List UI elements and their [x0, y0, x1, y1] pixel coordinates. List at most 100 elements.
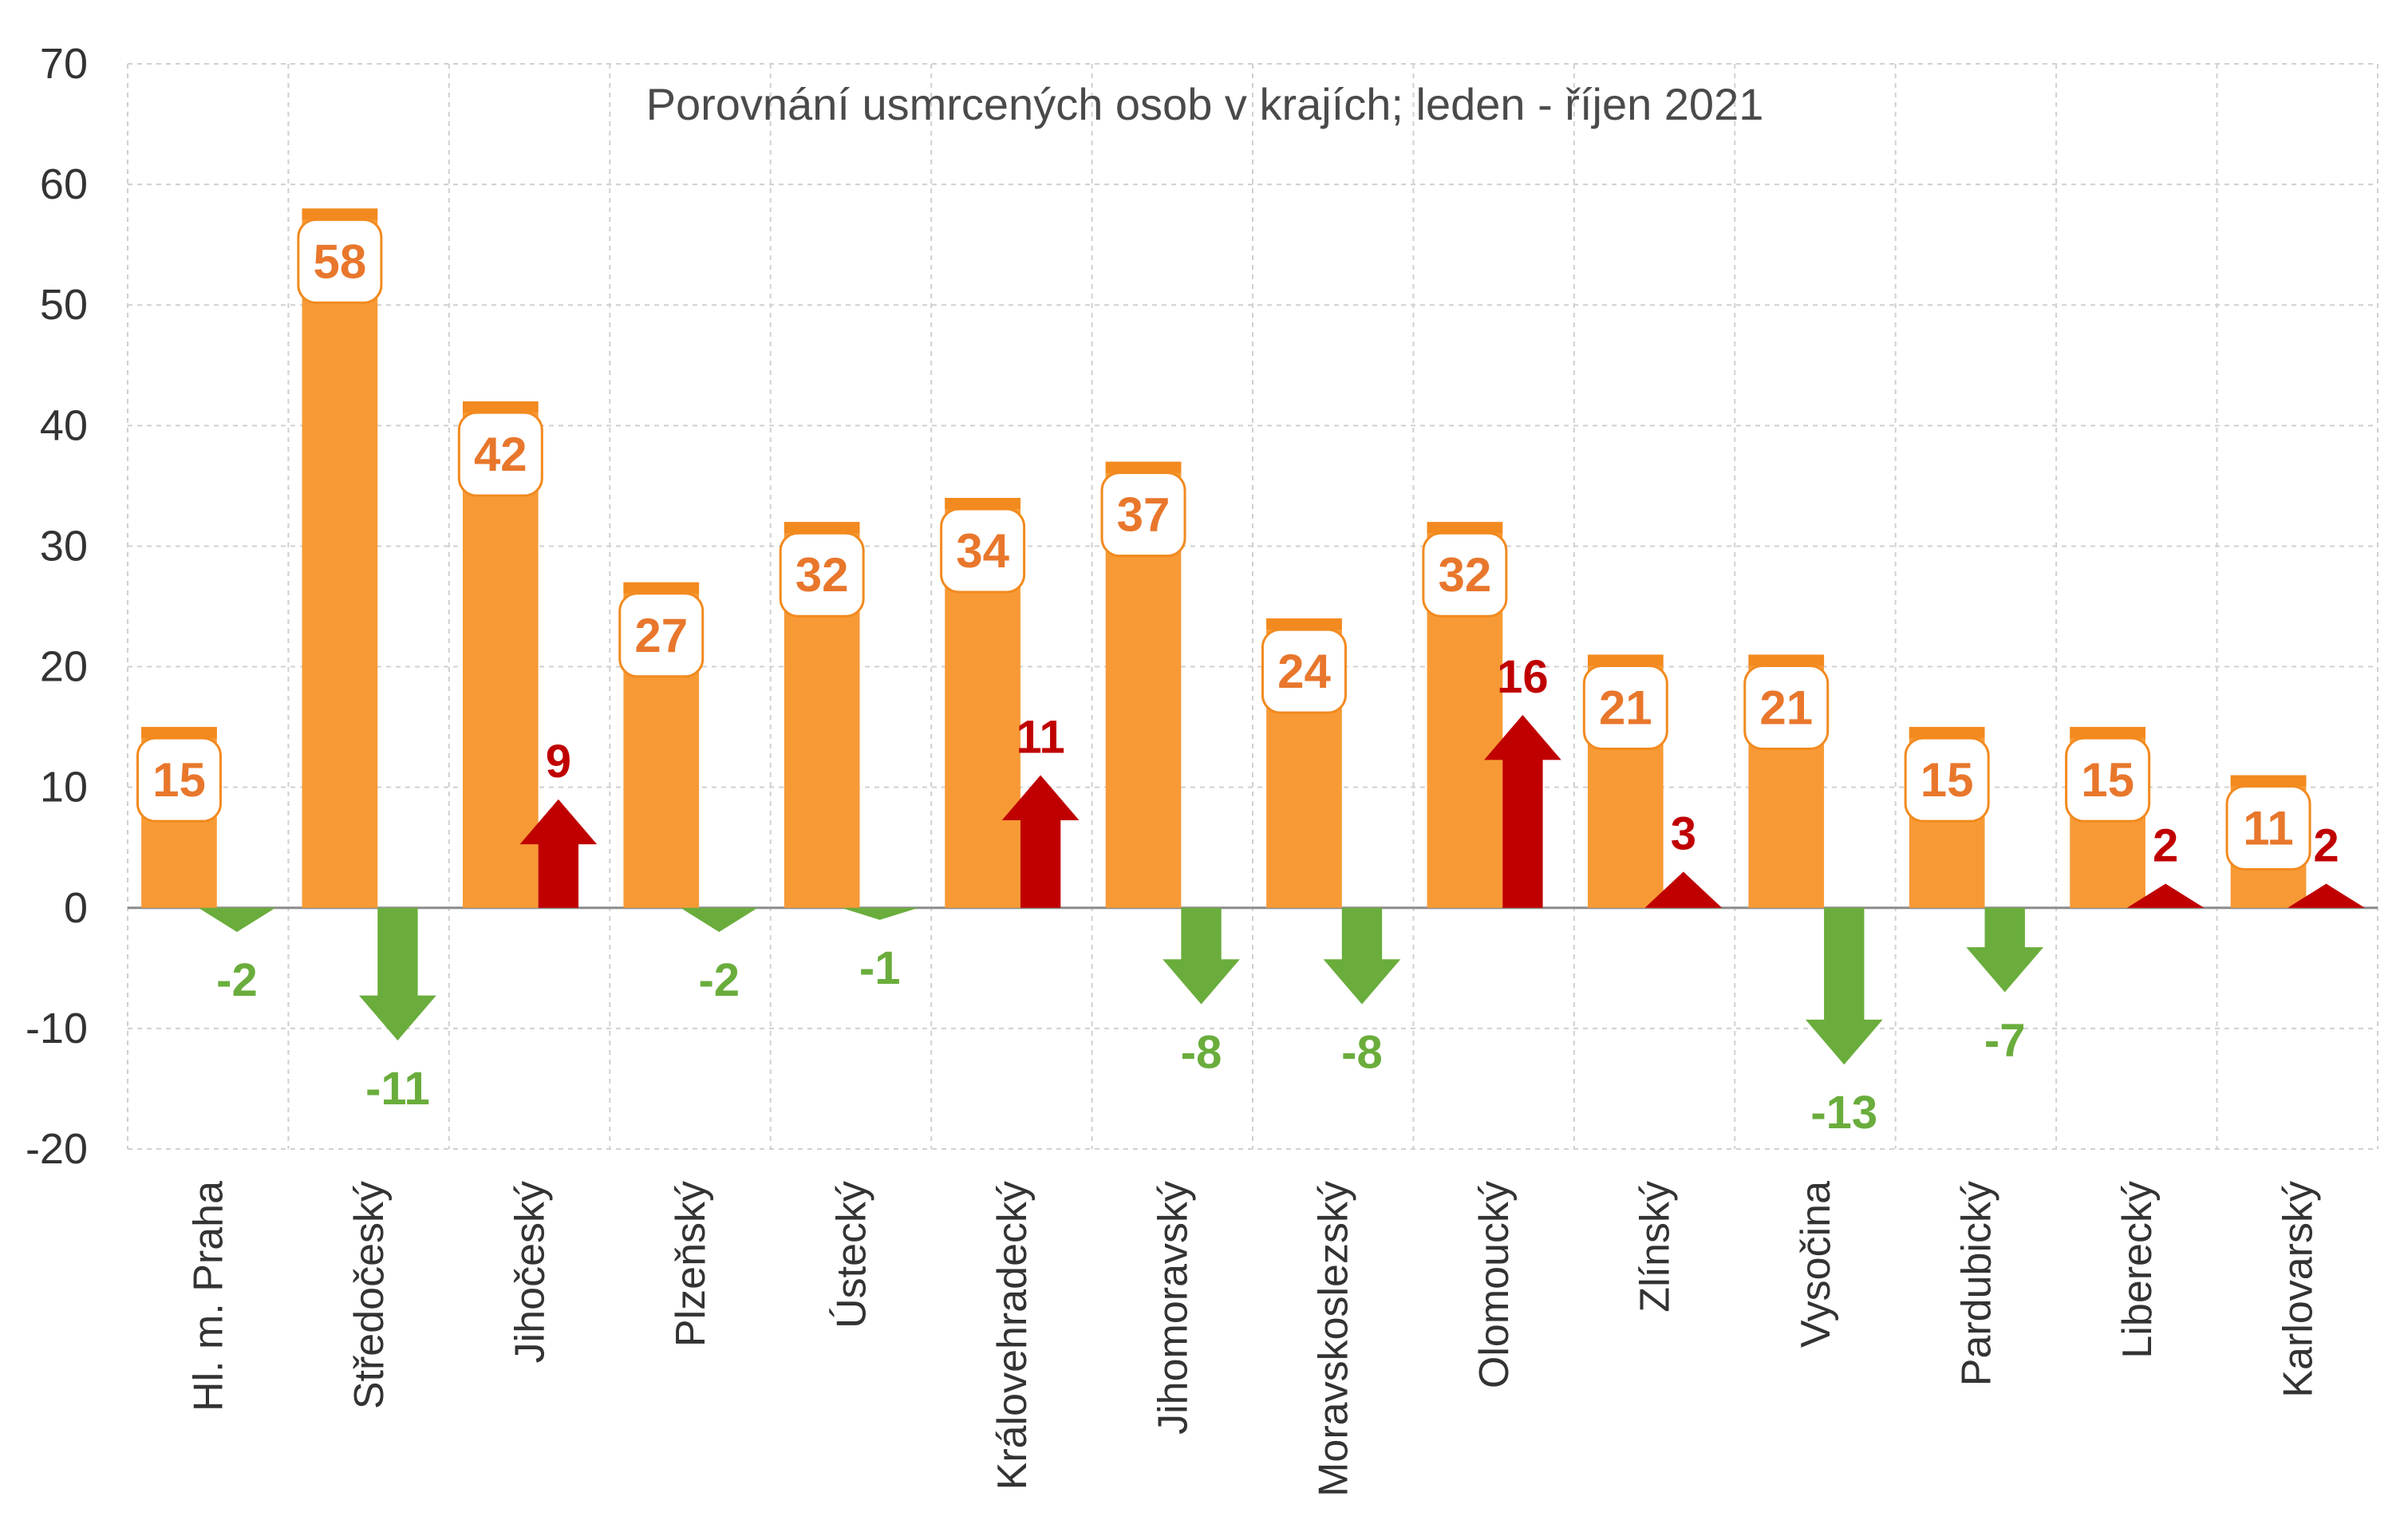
x-tick-label: Moravskoslezský — [1311, 1181, 1357, 1497]
bar-total-cap — [1266, 618, 1342, 630]
value-label-box — [1904, 736, 1990, 823]
value-label: 15 — [152, 753, 206, 807]
value-label: 58 — [314, 235, 367, 288]
value-label: 11 — [2243, 802, 2293, 855]
x-tick-label: Vysočina — [1793, 1181, 1839, 1348]
arrow-decrease — [1163, 907, 1240, 1005]
arrow-increase — [2288, 883, 2365, 908]
arrow-decrease — [1805, 907, 1883, 1065]
x-tick-label: Karlovarský — [2275, 1181, 2321, 1398]
value-label-box — [779, 531, 865, 618]
value-label: 27 — [634, 609, 688, 662]
change-label: 11 — [1016, 712, 1064, 764]
y-tick-label: 0 — [64, 884, 88, 932]
change-label: -8 — [1341, 1027, 1383, 1079]
x-tick-label: Liberecký — [2114, 1181, 2161, 1359]
x-tick-label: Plzeňský — [668, 1181, 714, 1347]
x-tick-label: Jihočeský — [507, 1181, 554, 1363]
y-tick-label: -10 — [26, 1005, 88, 1052]
change-label: 9 — [546, 736, 571, 788]
x-tick-label: Olomoucký — [1471, 1181, 1518, 1388]
bar-total-cap — [784, 522, 860, 534]
value-label: 21 — [1759, 681, 1813, 734]
arrow-decrease — [1966, 907, 2044, 993]
value-label: 42 — [474, 428, 527, 481]
change-label: 2 — [2313, 820, 2339, 872]
x-tick-label: Hl. m. Praha — [186, 1181, 232, 1412]
value-label-box — [940, 507, 1026, 594]
value-label-box — [1743, 664, 1830, 750]
arrow-increase — [1001, 775, 1080, 908]
arrow-decrease — [359, 907, 436, 1040]
value-label-box — [1261, 628, 1347, 714]
bar-total-cap — [1748, 654, 1825, 666]
x-tick-label: Středočeský — [346, 1181, 393, 1409]
bar-total-cap — [462, 401, 539, 413]
value-label: 32 — [1439, 548, 1492, 602]
y-tick-label: 40 — [40, 401, 88, 449]
value-label-box — [2225, 785, 2311, 871]
x-tick-label: Jihomoravský — [1150, 1181, 1196, 1435]
x-tick-label: Ústecký — [828, 1181, 874, 1329]
value-label-box — [1582, 664, 1668, 750]
change-label: 2 — [2153, 820, 2178, 872]
value-label-box — [1422, 531, 1508, 618]
value-label: 15 — [1920, 753, 1974, 807]
axes: 70 60 50 40 30 20 10 0 -10 -20 Hl. m. Praha Středoč… — [26, 40, 2378, 1497]
y-tick-label: 60 — [40, 160, 88, 208]
bar-total-cap — [945, 498, 1020, 509]
change-label: -7 — [1984, 1015, 2026, 1067]
bar-total-cap — [1587, 654, 1664, 666]
y-tick-label: 70 — [40, 40, 88, 88]
value-label-box — [1100, 472, 1186, 558]
bar-total-cap — [1427, 522, 1503, 534]
arrow-increase — [519, 799, 598, 908]
arrow-increase — [1484, 715, 1561, 908]
value-label-box — [297, 218, 383, 304]
x-tick-label: Zlínský — [1632, 1181, 1679, 1313]
value-label: 15 — [2081, 753, 2134, 807]
y-tick-label: 20 — [40, 643, 88, 691]
change-arrows — [198, 715, 2365, 1065]
value-label-box — [618, 592, 705, 678]
change-label: -1 — [859, 942, 901, 994]
arrow-decrease — [198, 907, 276, 932]
value-label: 34 — [956, 524, 1009, 578]
change-label: -13 — [1810, 1087, 1877, 1139]
value-label: 32 — [795, 548, 849, 602]
bar-total-cap — [1105, 461, 1182, 473]
y-tick-label: -20 — [26, 1125, 88, 1173]
bar-total-cap — [2070, 727, 2145, 739]
change-label: 3 — [1671, 807, 1696, 859]
change-label: -11 — [365, 1063, 430, 1115]
y-tick-label: 10 — [40, 764, 88, 811]
arrow-decrease — [680, 907, 758, 932]
change-label: -8 — [1181, 1027, 1222, 1079]
bar-total-cap — [2230, 775, 2307, 787]
x-tick-label: Královehradecký — [989, 1181, 1036, 1490]
value-label: 24 — [1277, 645, 1331, 698]
bar-total — [302, 208, 378, 908]
y-tick-label: 50 — [40, 281, 88, 329]
value-label-box — [457, 411, 543, 497]
bar-total-cap — [1909, 727, 1985, 739]
arrow-increase — [1644, 871, 1723, 908]
change-label: -2 — [216, 954, 258, 1006]
arrow-increase — [2126, 883, 2205, 908]
bar-total-cap — [623, 582, 700, 594]
y-tick-label: 30 — [40, 522, 88, 570]
value-label: 21 — [1599, 681, 1652, 734]
chart-title: Porovnání usmrcených osob v krajích; led… — [646, 79, 1764, 129]
value-label: 37 — [1117, 488, 1170, 542]
arrow-decrease — [1323, 907, 1401, 1005]
bar-total-cap — [302, 208, 378, 220]
bar-total-cap — [141, 727, 217, 739]
change-label: -2 — [698, 954, 740, 1006]
value-label-box — [136, 736, 222, 823]
arrow-decrease — [841, 907, 919, 920]
value-label-box — [2065, 736, 2151, 823]
change-label: 16 — [1497, 651, 1549, 703]
